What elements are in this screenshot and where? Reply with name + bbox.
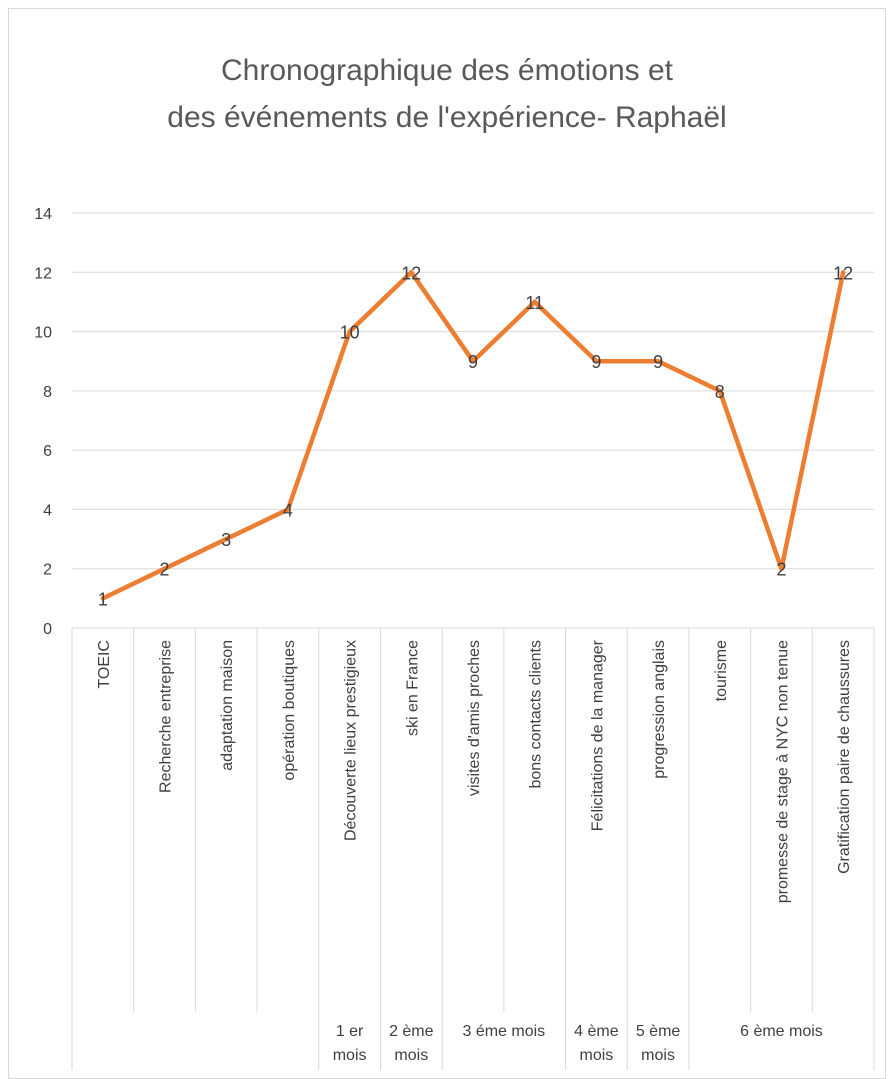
x-tick-label: promesse de stage à NYC non tenue — [774, 640, 791, 903]
chart-title: Chronographique des émotions et des évén… — [167, 54, 726, 134]
data-label: 9 — [591, 352, 601, 372]
x-tick-label: visites d'amis proches — [466, 640, 483, 796]
x-tick-label: opération boutiques — [281, 640, 298, 781]
x-tick-label: progression anglais — [651, 640, 668, 779]
x-tick-label: Recherche entreprise — [158, 640, 175, 793]
x-tick-label: tourisme — [713, 640, 730, 701]
data-label: 3 — [221, 530, 231, 550]
x-tick-label: Gratification paire de chaussures — [836, 640, 853, 874]
y-tick-label: 8 — [43, 384, 52, 401]
data-label: 1 — [98, 589, 108, 609]
data-label: 12 — [401, 263, 421, 283]
x-tick-label: Découverte lieux prestigieux — [343, 640, 360, 841]
y-tick-label: 4 — [43, 502, 52, 519]
group-label: 2 ème mois — [389, 1023, 434, 1064]
title-line: des événements de l'expérience- Raphaël — [167, 101, 726, 134]
data-label: 9 — [468, 352, 478, 372]
data-label: 8 — [715, 382, 725, 402]
y-tick-label: 14 — [34, 206, 52, 223]
x-tick-label: bons contacts clients — [528, 640, 545, 789]
y-tick-label: 2 — [43, 562, 52, 579]
group-label: 3 éme mois — [462, 1023, 545, 1040]
x-tick-label: TOEIC — [96, 640, 113, 689]
y-tick-label: 12 — [34, 265, 52, 282]
group-label: 4 ème mois — [574, 1023, 619, 1064]
x-tick-label: Félicitations de la manager — [589, 639, 606, 831]
group-label: 1 er mois — [333, 1023, 367, 1064]
x-tick-label: adaptation maison — [219, 640, 236, 771]
data-label: 9 — [653, 352, 663, 372]
line-series — [100, 270, 846, 601]
group-label: 5 ème mois — [636, 1023, 681, 1064]
data-label: 2 — [160, 560, 170, 580]
data-label: 11 — [525, 293, 544, 313]
y-tick-label: 10 — [34, 325, 52, 342]
chart-border — [8, 8, 886, 1079]
data-label: 4 — [283, 500, 293, 520]
x-tick-label: ski en France — [404, 640, 421, 736]
data-label: 2 — [776, 560, 786, 580]
y-tick-label: 6 — [43, 443, 52, 460]
group-label: 6 ème mois — [740, 1023, 823, 1040]
title-line: Chronographique des émotions et — [221, 54, 674, 87]
data-label: 10 — [340, 323, 360, 343]
data-label: 12 — [833, 263, 853, 283]
y-tick-label: 0 — [43, 621, 52, 638]
